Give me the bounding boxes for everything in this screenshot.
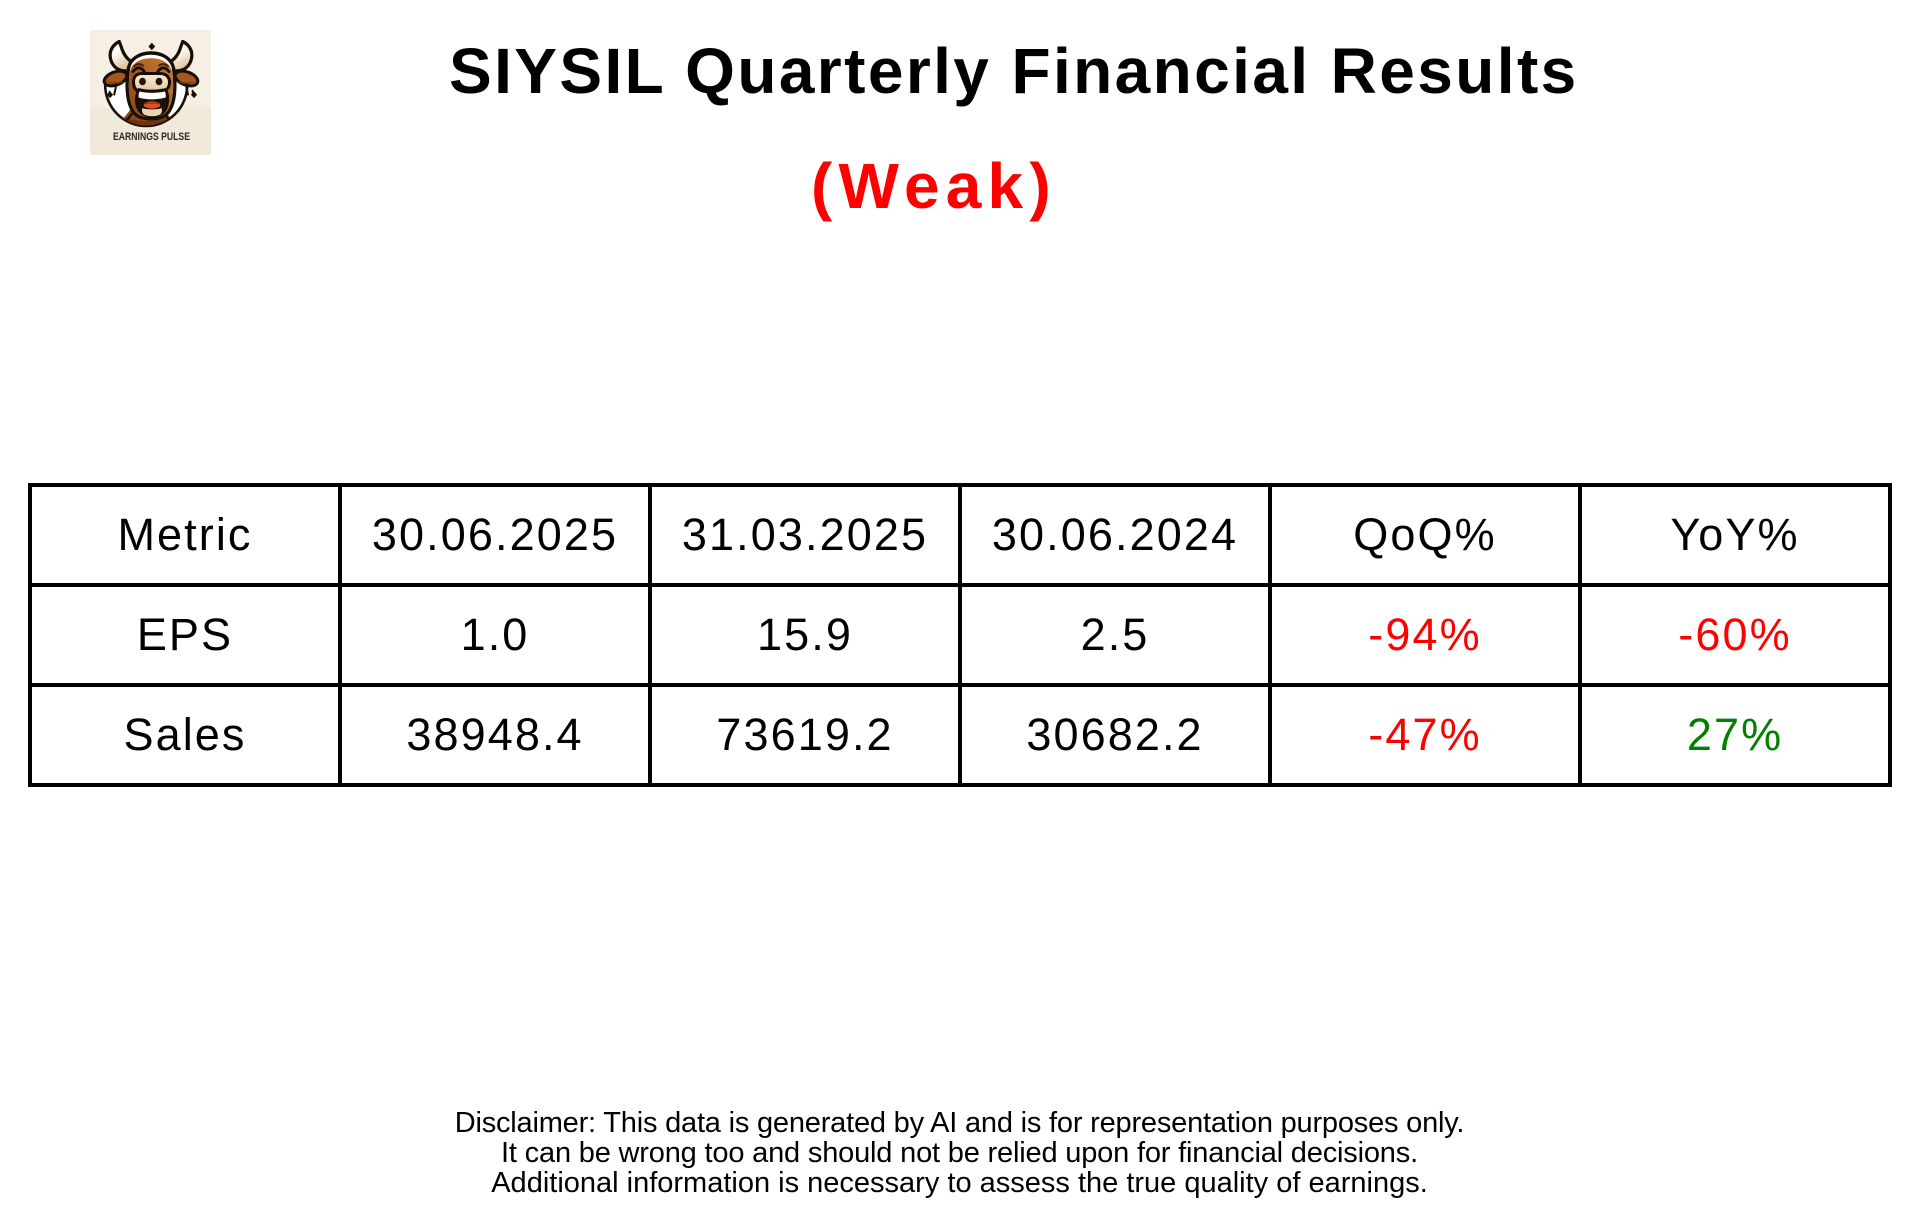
svg-text:EARNINGS PULSE: EARNINGS PULSE [113, 131, 190, 143]
